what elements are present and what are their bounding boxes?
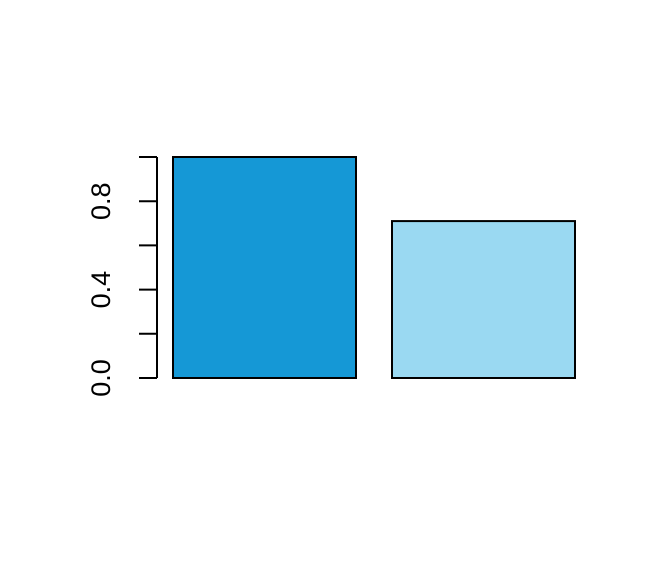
bar-2 [391,220,576,379]
y-tick-label: 0.0 [86,359,116,397]
y-tick-label: 0.8 [86,182,116,220]
y-tick-label: 0.4 [86,271,116,309]
bar-1 [172,156,357,379]
y-axis: 0.0 0.4 0.8 [86,156,158,397]
bars [172,156,576,379]
